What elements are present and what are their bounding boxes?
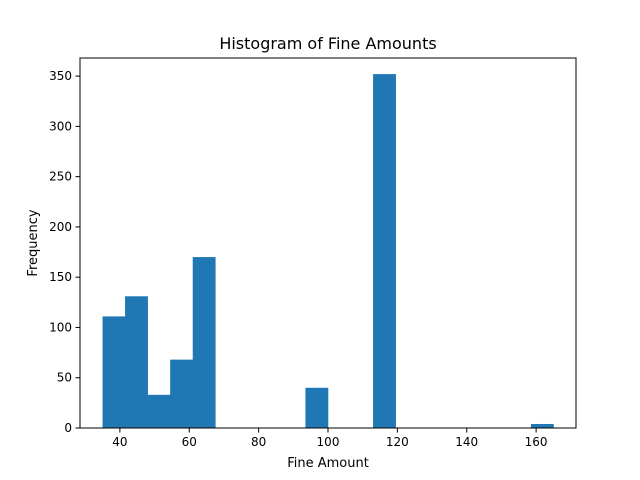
histogram-bar-9 [305, 387, 329, 428]
histogram-bar-4 [192, 257, 216, 428]
x-tick-label: 100 [317, 435, 340, 449]
x-tick-label: 40 [112, 435, 127, 449]
x-tick-label: 60 [182, 435, 197, 449]
y-tick-label: 250 [49, 170, 72, 184]
x-tick-label: 140 [455, 435, 478, 449]
y-tick-label: 100 [49, 320, 72, 334]
x-tick-label: 160 [525, 435, 548, 449]
histogram-bar-12 [373, 74, 396, 428]
histogram-bar-0 [102, 316, 126, 428]
histogram-bar-2 [147, 394, 171, 428]
y-ticks-group: 0 50 100 150 200 250 300 350 [49, 69, 80, 435]
y-tick-label: 300 [49, 119, 72, 133]
y-tick-label: 150 [49, 270, 72, 284]
x-tick-label: 120 [386, 435, 409, 449]
histogram-bar-19 [530, 423, 554, 428]
y-tick-label: 0 [64, 421, 72, 435]
chart-title: Histogram of Fine Amounts [219, 34, 436, 53]
plot-frame [79, 57, 577, 429]
histogram-bar-1 [125, 296, 148, 428]
x-tick-label: 80 [251, 435, 266, 449]
y-tick-label: 50 [57, 371, 72, 385]
histogram-bar-3 [170, 359, 194, 428]
y-tick-label: 350 [49, 69, 72, 83]
y-axis-label: Frequency [26, 209, 41, 276]
y-tick-label: 200 [49, 220, 72, 234]
x-ticks-group: 40 60 80 100 120 140 160 [112, 428, 548, 449]
bars-group [102, 74, 554, 428]
x-axis-label: Fine Amount [287, 456, 369, 471]
